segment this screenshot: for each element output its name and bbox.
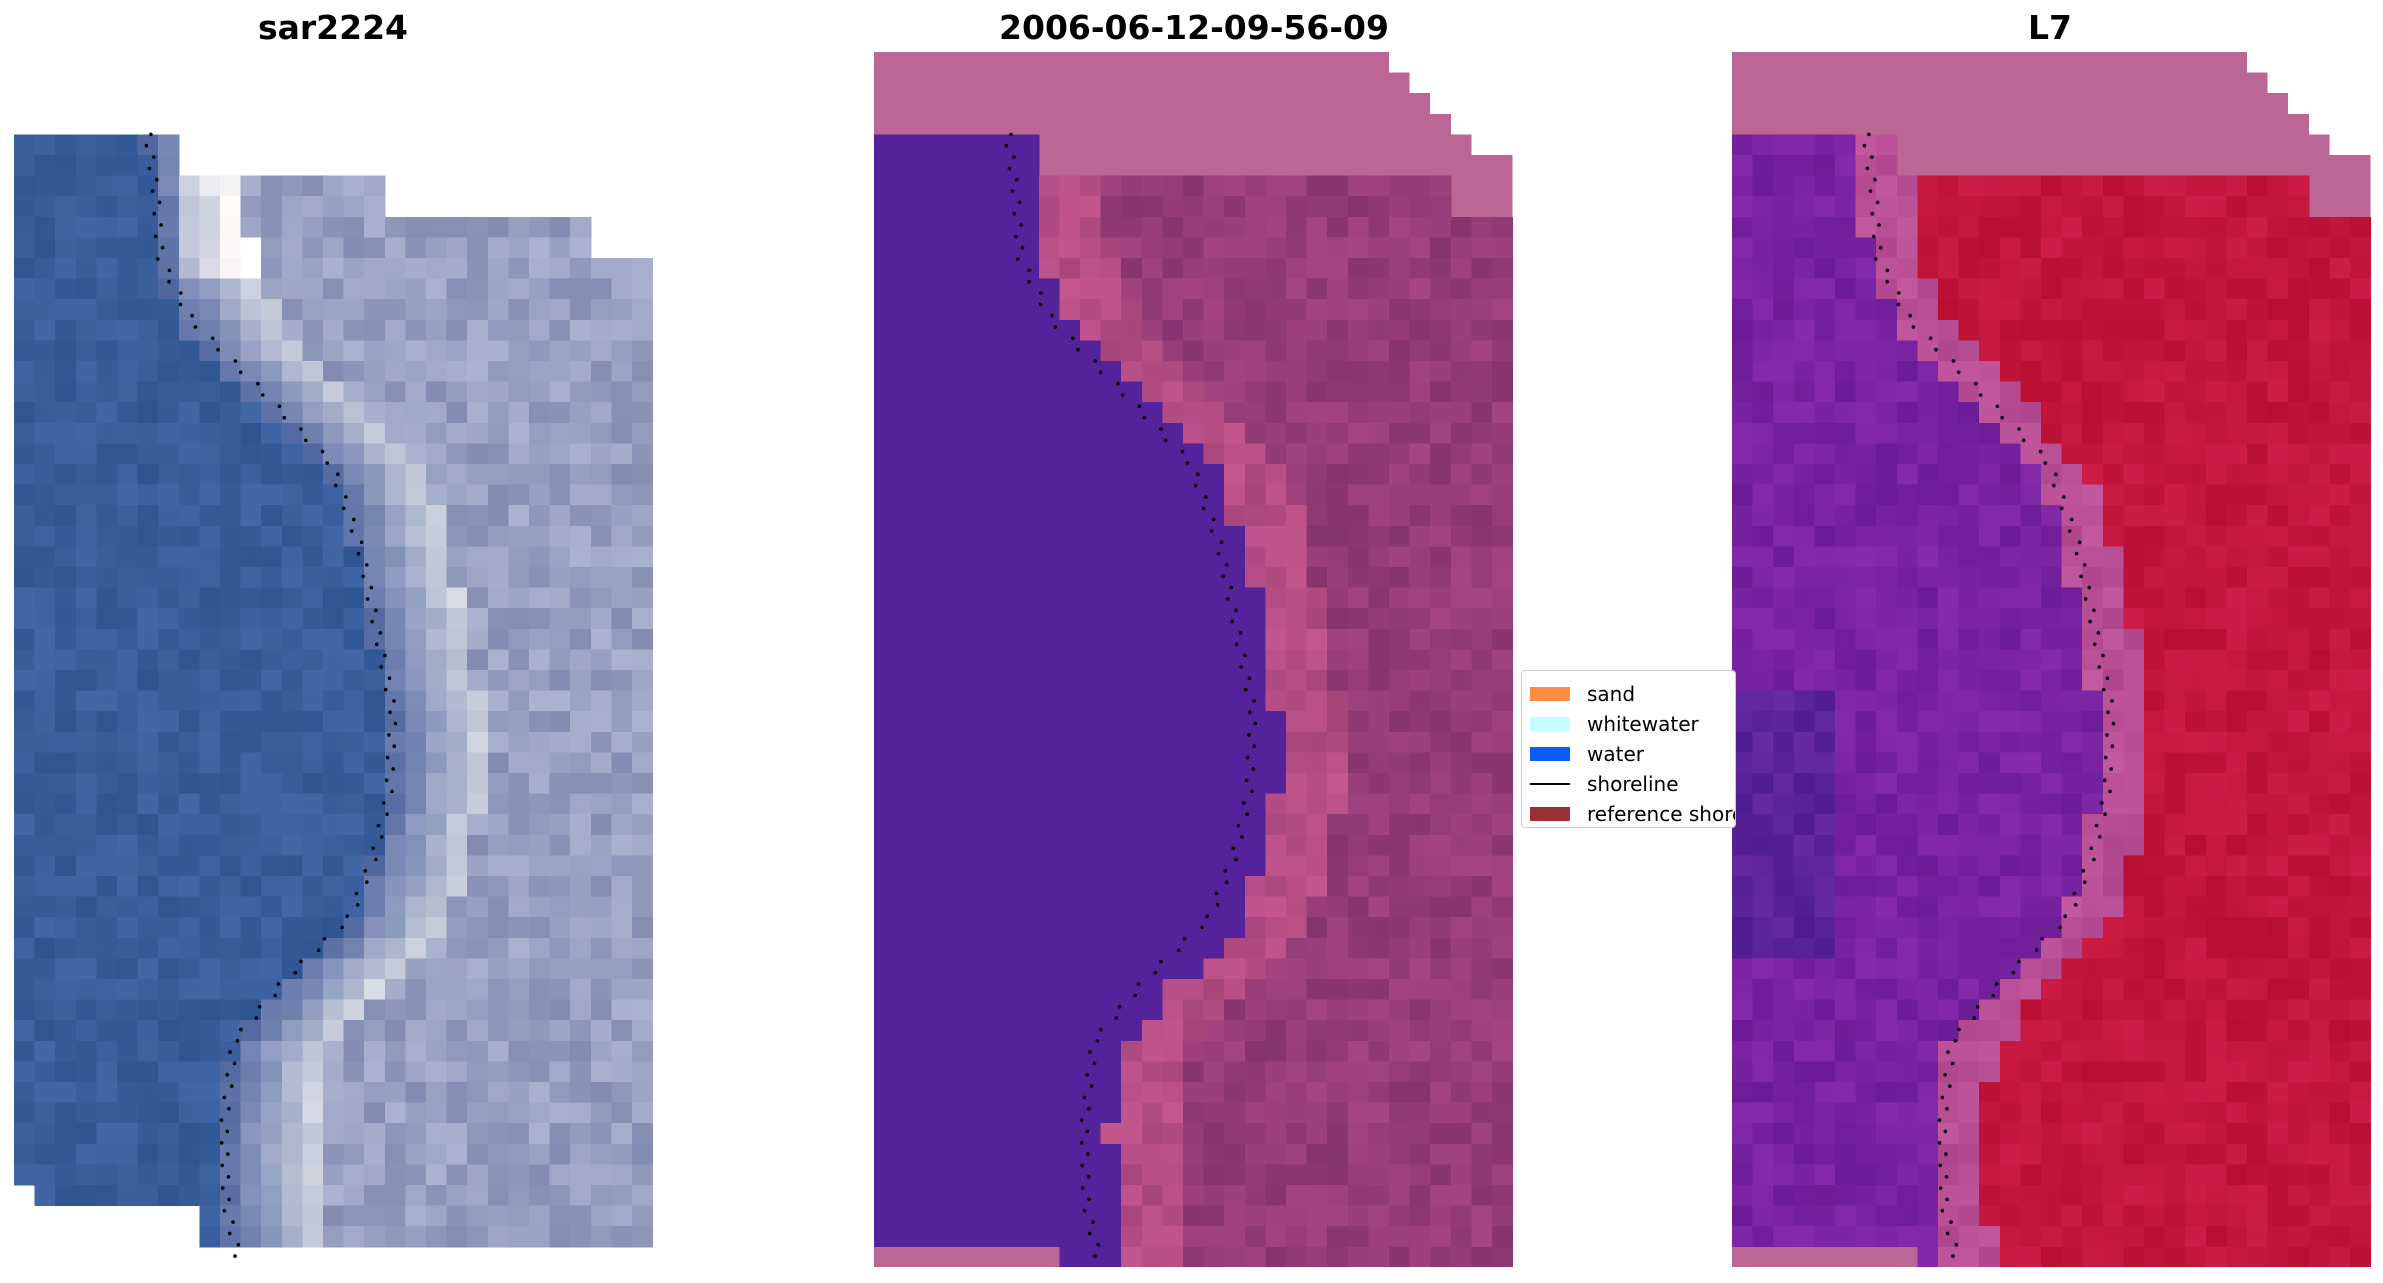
legend-item-reference-shoreline: reference shoreline	[1530, 799, 1735, 827]
legend: sand whitewater water shoreline referenc…	[1521, 670, 1736, 828]
legend-label: whitewater	[1587, 712, 1699, 736]
legend-label: reference shoreline	[1587, 802, 1735, 826]
legend-label: water	[1587, 742, 1644, 766]
legend-item-water: water	[1530, 739, 1735, 769]
legend-label: shoreline	[1587, 772, 1679, 796]
reference-shoreline-swatch	[1530, 807, 1570, 821]
shoreline-dots	[144, 132, 398, 1258]
legend-item-sand: sand	[1530, 679, 1735, 709]
water-swatch	[1530, 747, 1570, 761]
panel-title-rgb: sar2224	[257, 8, 409, 47]
legend-item-shoreline: shoreline	[1530, 769, 1735, 799]
shoreline-dots	[1004, 132, 1258, 1258]
panel-title-classified: 2006-06-12-09-56-09	[999, 8, 1389, 47]
legend-label: sand	[1587, 682, 1636, 706]
index-image	[1732, 52, 2372, 1267]
whitewater-swatch	[1530, 717, 1570, 731]
legend-item-whitewater: whitewater	[1530, 709, 1735, 739]
classified-image	[874, 52, 1514, 1267]
rgb-image	[14, 132, 654, 1258]
classified-image-panel	[874, 52, 1515, 1267]
rgb-image-panel	[14, 52, 655, 1267]
sand-swatch	[1530, 687, 1570, 701]
shoreline-dots	[1862, 132, 2116, 1258]
index-image-panel	[1732, 52, 2373, 1267]
panel-title-index: L7	[2028, 8, 2072, 47]
shoreline-line-swatch	[1530, 783, 1570, 785]
